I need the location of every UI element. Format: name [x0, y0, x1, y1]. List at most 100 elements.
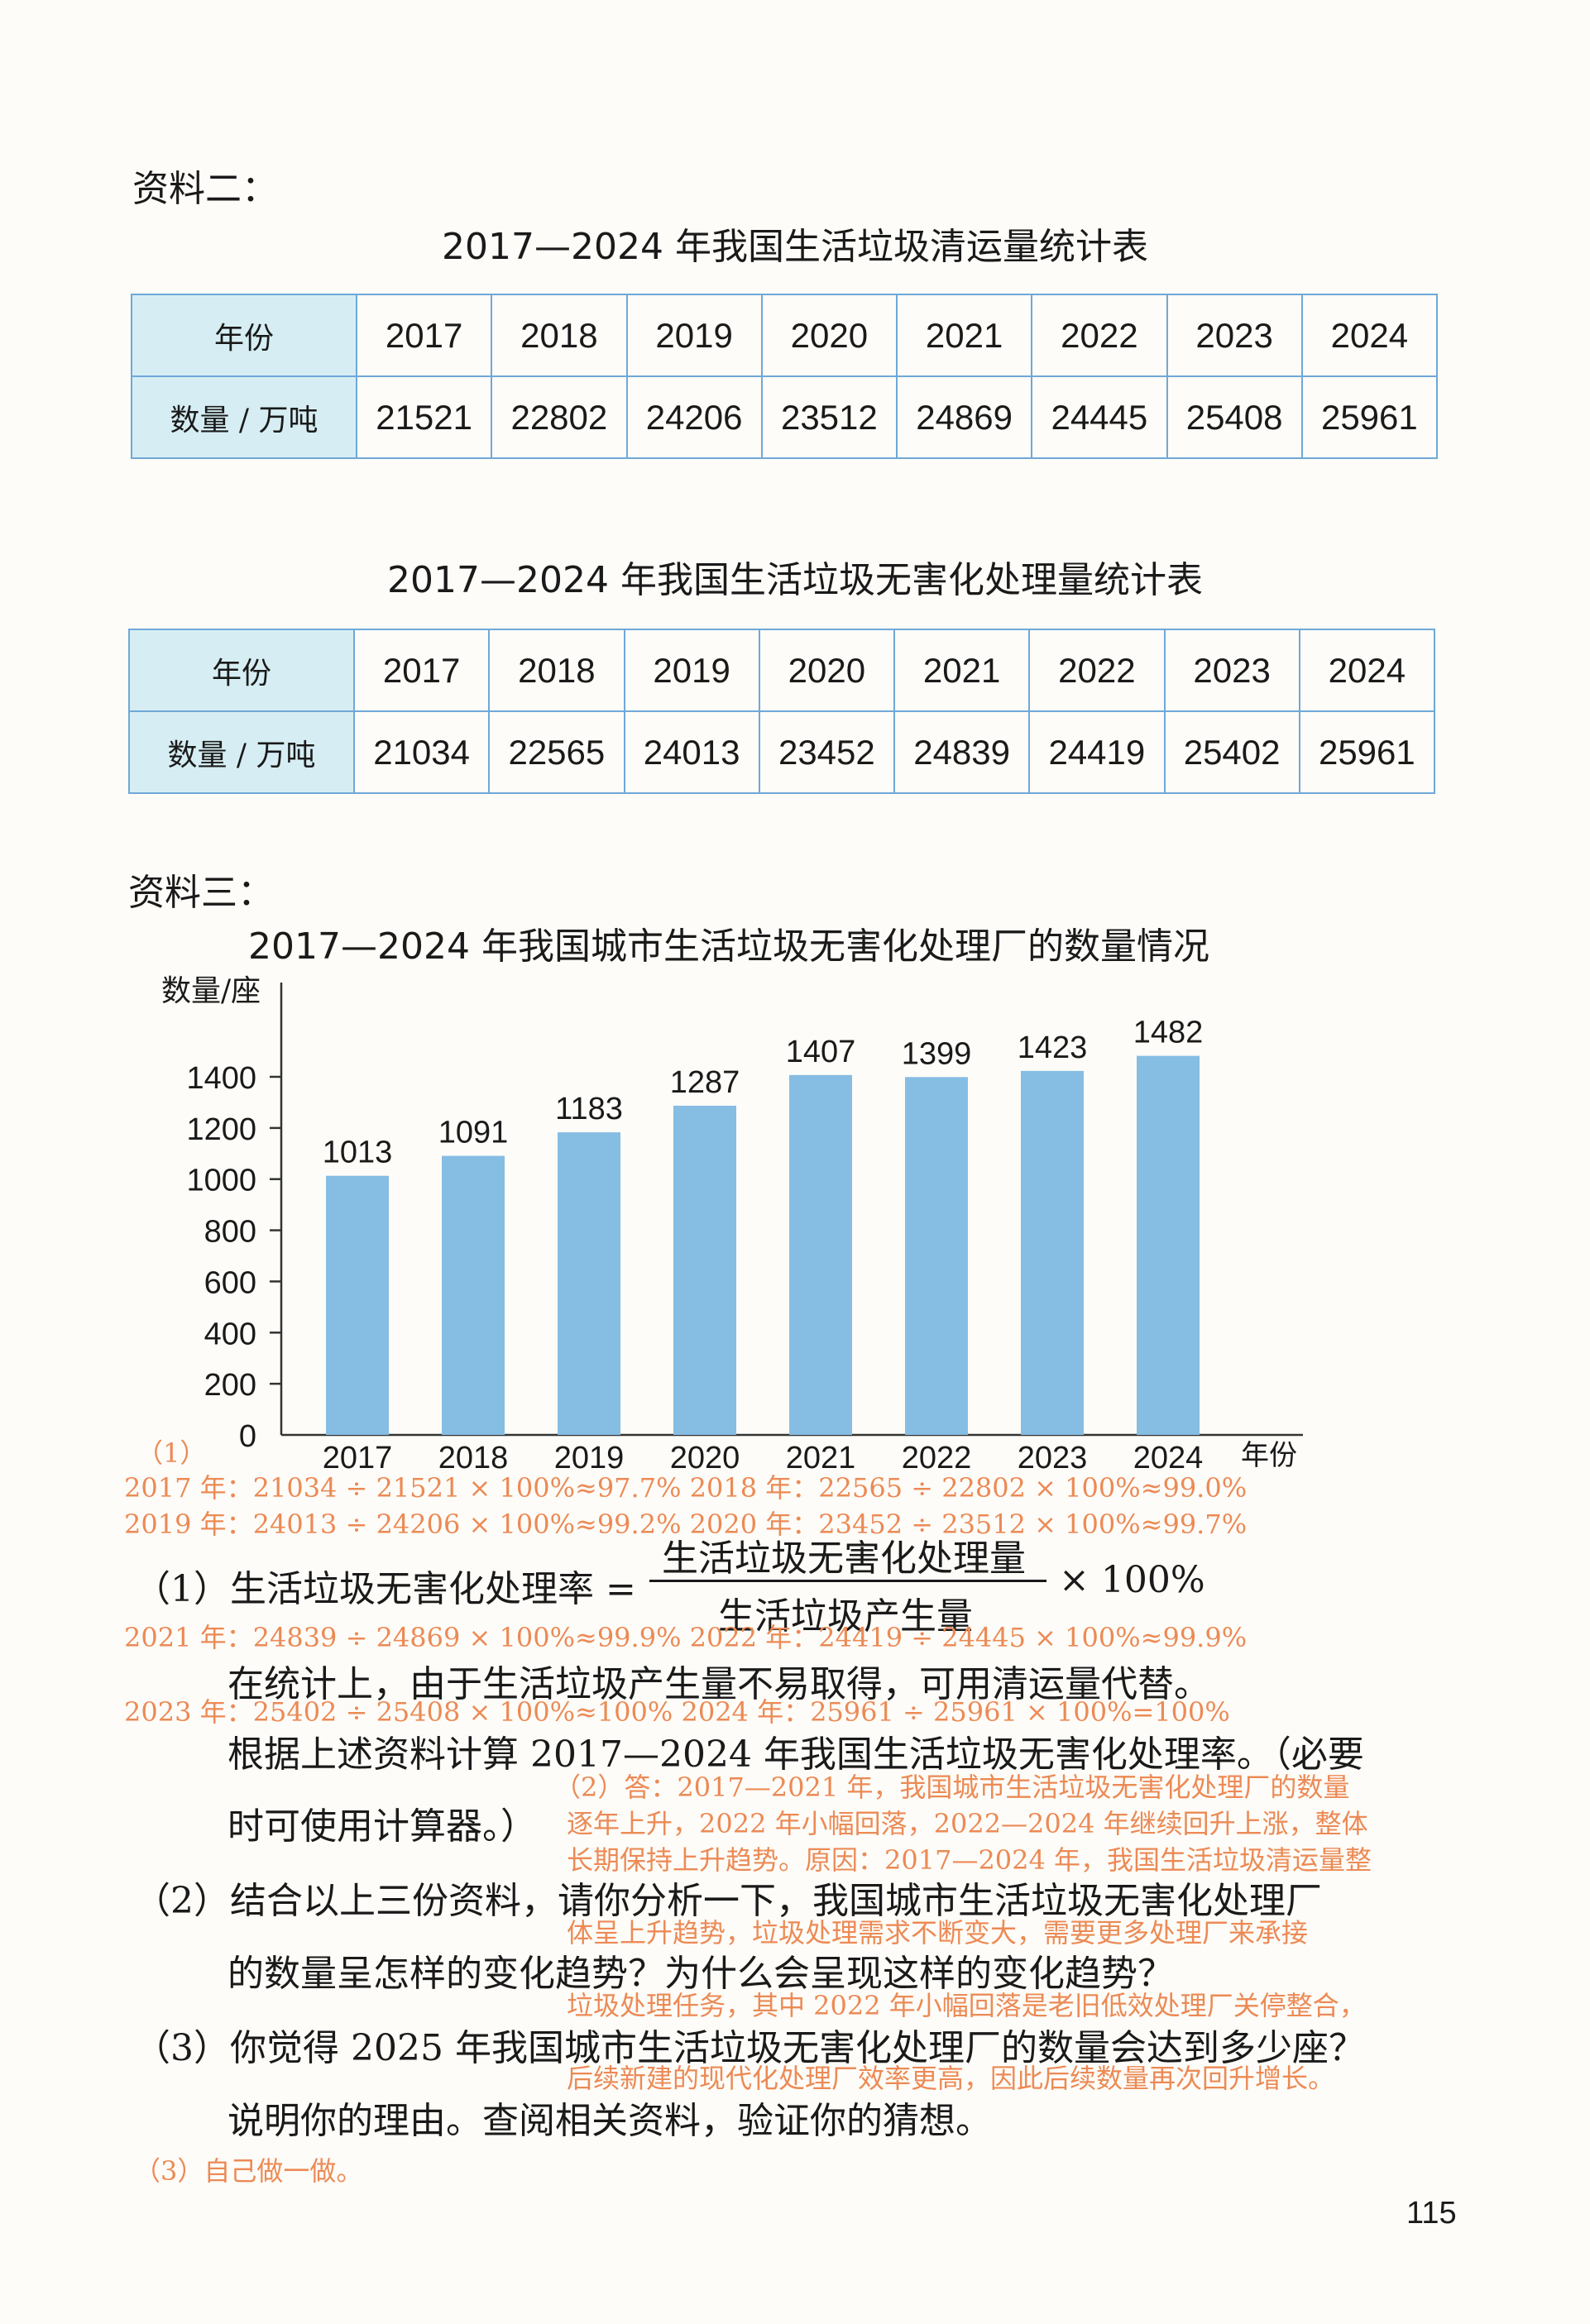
question2-line: 的数量呈怎样的变化趋势？为什么会呈现这样的变化趋势？ — [227, 1953, 1174, 1995]
bar-value-label: 1013 — [323, 1136, 393, 1170]
table1-title: 2017—2024 年我国生活垃圾清运量统计表 — [442, 226, 1148, 268]
table1-year-cell: 2017 — [355, 294, 493, 377]
fraction-bar — [649, 1580, 1046, 1582]
table2-value-cell: 25961 — [1298, 710, 1436, 794]
bar — [1137, 1055, 1200, 1435]
table2-year-cell: 2022 — [1028, 629, 1166, 712]
answer1-line: 2017 年：21034 ÷ 21521 × 100%≈97.7% 2018 年… — [124, 1472, 1248, 1504]
bar — [673, 1105, 736, 1435]
table1-value-cell: 21521 — [355, 375, 493, 459]
table2-year-row: 年份 2017 2018 2019 2020 2021 2022 2023 20… — [128, 629, 1436, 712]
y-tick-label: 1400 — [186, 1061, 256, 1096]
table2-value-cell: 25402 — [1163, 710, 1300, 794]
y-tick-label: 200 — [204, 1368, 256, 1403]
formula-suffix: × 100% — [1059, 1559, 1205, 1601]
table1-year-cell: 2020 — [760, 294, 898, 377]
table2-year-cell: 2019 — [623, 629, 760, 712]
bar-value-label: 1423 — [1018, 1030, 1088, 1065]
question2-line: （2）结合以上三份资料，请你分析一下，我国城市生活垃圾无害化处理厂 — [134, 1880, 1322, 1922]
table1-value-cell: 25961 — [1300, 375, 1439, 459]
y-axis-label: 数量/座 — [161, 974, 261, 1008]
chart-title: 2017—2024 年我国城市生活垃圾无害化处理厂的数量情况 — [248, 925, 1209, 968]
answer1-line: 2019 年：24013 ÷ 24206 × 100%≈99.2% 2020 年… — [124, 1509, 1248, 1540]
bar — [905, 1077, 968, 1435]
table2-value-cell: 23452 — [758, 710, 896, 794]
answer1-label: （1） — [136, 1437, 207, 1469]
bar-value-label: 1287 — [670, 1065, 740, 1100]
table2-year-cell: 2018 — [488, 629, 625, 712]
table1-value-row: 数量 / 万吨 21521 22802 24206 23512 24869 24… — [131, 375, 1439, 459]
answer2-line: 垃圾处理任务，其中 2022 年小幅回落是老旧低效处理厂关停整合， — [567, 1990, 1366, 2021]
table1-value-cell: 22802 — [491, 375, 628, 459]
table2-harmless-treatment: 年份 2017 2018 2019 2020 2021 2022 2023 20… — [128, 629, 1436, 794]
bar-value-label: 1407 — [786, 1035, 856, 1069]
table2-year-cell: 2023 — [1163, 629, 1300, 712]
table1-garbage-collection: 年份 2017 2018 2019 2020 2021 2022 2023 20… — [131, 294, 1439, 459]
table2-year-cell: 2020 — [758, 629, 896, 712]
question1-line: 时可使用计算器。） — [227, 1805, 537, 1848]
y-tick-label: 800 — [204, 1215, 256, 1250]
x-tick-label: 2022 — [902, 1441, 972, 1475]
table1-value-cell: 24206 — [625, 375, 763, 459]
x-axis-label: 年份 — [1241, 1439, 1297, 1472]
answer2-line: 后续新建的现代化处理厂效率更高，因此后续数量再次回升增长。 — [567, 2063, 1335, 2094]
x-tick-label: 2019 — [554, 1441, 625, 1475]
answer2-line: （2）答：2017—2021 年，我国城市生活垃圾无害化处理厂的数量 — [554, 1772, 1350, 1803]
y-tick-label: 1000 — [186, 1164, 256, 1198]
x-tick-label: 2020 — [670, 1441, 740, 1475]
x-tick-label: 2018 — [438, 1441, 509, 1475]
page-number: 115 — [1406, 2196, 1457, 2231]
bar-value-label: 1399 — [902, 1036, 972, 1071]
bar-value-label: 1183 — [555, 1092, 623, 1126]
bar — [326, 1175, 389, 1435]
x-tick-label: 2017 — [323, 1441, 393, 1475]
bar-chart: 数量/座 0 200 400 600 800 1000 1200 1400 1013 2017 109… — [161, 974, 1303, 1475]
question1-line: 在统计上，由于生活垃圾产生量不易取得，可用清运量代替。 — [227, 1663, 1210, 1705]
bar — [1021, 1070, 1084, 1435]
table1-value-cell: 25408 — [1166, 375, 1303, 459]
answer1-line: 2021 年：24839 ÷ 24869 × 100%≈99.9% 2022 年… — [124, 1622, 1248, 1653]
table2-value-cell: 24839 — [893, 710, 1031, 794]
table1-year-header: 年份 — [131, 294, 357, 377]
table2-value-cell: 24013 — [623, 710, 760, 794]
bar — [442, 1155, 505, 1435]
y-tick-label: 0 — [239, 1419, 256, 1454]
table2-year-cell: 2021 — [893, 629, 1031, 712]
bar — [789, 1074, 852, 1435]
y-tick-label: 1200 — [186, 1112, 256, 1147]
y-tick-label: 400 — [204, 1317, 256, 1351]
table1-year-cell: 2018 — [491, 294, 628, 377]
question1-formula-prefix: （1）生活垃圾无害化处理率 = — [134, 1568, 636, 1610]
table1-year-cell: 2021 — [895, 294, 1033, 377]
answer2-line: 体呈上升趋势，垃圾处理需求不断变大，需要更多处理厂来承接 — [567, 1917, 1309, 1949]
question3-line: （3）你觉得 2025 年我国城市生活垃圾无害化处理厂的数量会达到多少座？ — [134, 2027, 1365, 2069]
answer2-line: 长期保持上升趋势。原因：2017—2024 年，我国生活垃圾清运量整 — [567, 1844, 1372, 1876]
question1-line: 根据上述资料计算 2017—2024 年我国生活垃圾无害化处理率。（必要 — [227, 1733, 1364, 1776]
table1-value-header: 数量 / 万吨 — [131, 375, 357, 459]
bar-value-label: 1482 — [1133, 1016, 1204, 1050]
y-tick-label: 600 — [204, 1265, 256, 1300]
x-tick-label: 2023 — [1018, 1441, 1088, 1475]
x-tick-label: 2024 — [1133, 1441, 1204, 1475]
table2-value-row: 数量 / 万吨 21034 22565 24013 23452 24839 24… — [128, 710, 1436, 794]
material3-label: 资料三： — [128, 872, 274, 914]
table1-year-cell: 2019 — [625, 294, 763, 377]
formula-denominator: 生活垃圾产生量 — [718, 1595, 973, 1638]
material2-label: 资料二： — [132, 168, 278, 210]
answer3: （3）自己做一做。 — [134, 2155, 363, 2187]
table1-year-cell: 2024 — [1300, 294, 1439, 377]
table2-title: 2017—2024 年我国生活垃圾无害化处理量统计表 — [387, 559, 1203, 601]
table1-year-cell: 2023 — [1166, 294, 1303, 377]
question3-line: 说明你的理由。查阅相关资料，验证你的猜想。 — [227, 2100, 992, 2142]
formula-numerator: 生活垃圾无害化处理量 — [662, 1537, 1026, 1580]
bar-value-label: 1091 — [438, 1116, 509, 1150]
x-tick-label: 2021 — [786, 1441, 856, 1475]
table1-value-cell: 23512 — [760, 375, 898, 459]
table1-year-row: 年份 2017 2018 2019 2020 2021 2022 2023 20… — [131, 294, 1439, 377]
table2-value-header: 数量 / 万吨 — [128, 710, 355, 794]
table2-year-cell: 2017 — [352, 629, 491, 712]
table2-year-header: 年份 — [128, 629, 355, 712]
table2-year-cell: 2024 — [1298, 629, 1436, 712]
table1-value-cell: 24445 — [1031, 375, 1168, 459]
